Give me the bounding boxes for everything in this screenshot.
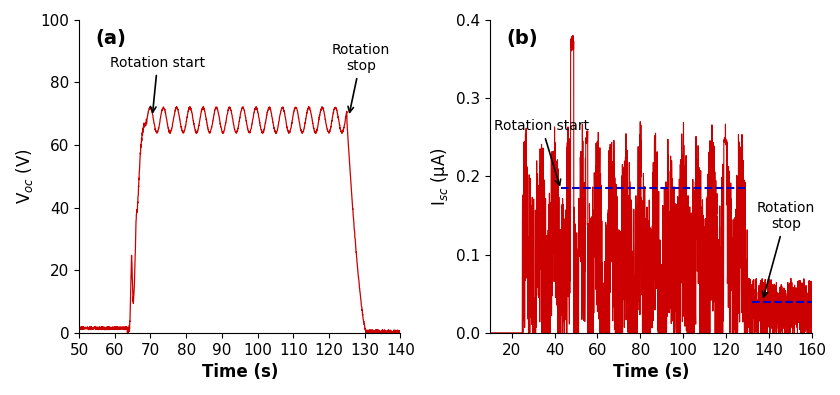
Y-axis label: V$_{oc}$ (V): V$_{oc}$ (V) xyxy=(14,149,35,204)
Text: Rotation
stop: Rotation stop xyxy=(757,201,815,297)
Y-axis label: I$_{sc}$ (μA): I$_{sc}$ (μA) xyxy=(428,147,451,206)
X-axis label: Time (s): Time (s) xyxy=(612,363,689,381)
Text: Rotation start: Rotation start xyxy=(494,119,589,185)
Text: Rotation
stop: Rotation stop xyxy=(332,43,391,112)
Text: Rotation start: Rotation start xyxy=(110,56,205,112)
Text: (b): (b) xyxy=(507,29,538,48)
X-axis label: Time (s): Time (s) xyxy=(202,363,278,381)
Text: (a): (a) xyxy=(95,29,126,48)
